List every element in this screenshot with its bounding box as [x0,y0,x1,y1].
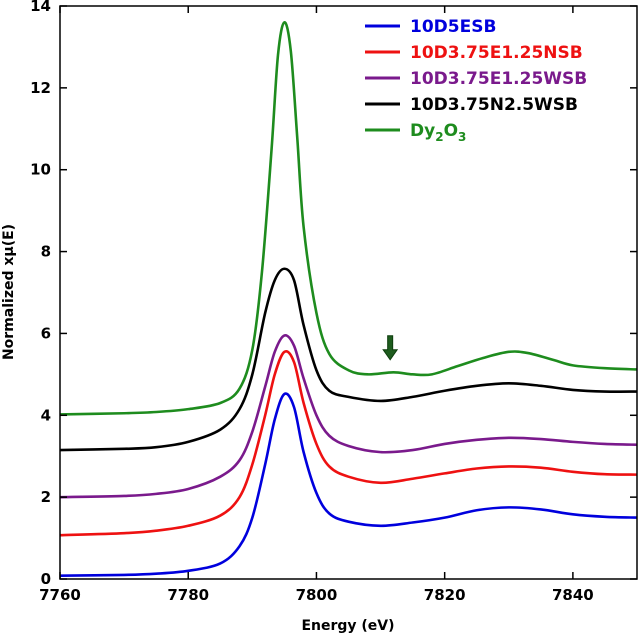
x-tick-label: 7840 [552,586,594,604]
legend-entry: 10D5ESB [365,17,496,37]
y-tick-label: 14 [30,0,51,15]
series-line-3 [59,334,638,499]
plot-area [60,6,637,579]
legend-label: Dy2O3 [410,121,466,144]
legend-entry: 10D3.75N2.5WSB [365,95,578,115]
legend-entry: 10D3.75E1.25WSB [365,69,587,89]
arrow-mark [382,335,399,361]
y-tick-label: 12 [30,79,51,97]
series-line-5 [59,21,638,416]
series-line-2 [59,350,638,537]
x-tick-label: 7800 [296,586,338,604]
y-tick-label: 0 [41,570,51,588]
annotation-arrow [382,335,399,361]
legend-label: 10D3.75E1.25NSB [410,43,583,63]
y-tick-label: 6 [41,324,51,342]
x-tick-label: 7760 [39,586,81,604]
legend-label: 10D5ESB [410,17,496,37]
legend-label: 10D3.75N2.5WSB [410,95,578,115]
y-tick-label: 10 [30,161,51,179]
x-tick-label: 7780 [167,586,209,604]
plot-frame [59,5,638,580]
y-axis: 0 2 4 6 8 10 12 14 [30,0,637,588]
legend-entry: 10D3.75E1.25NSB [365,43,583,63]
legend: 10D5ESB 10D3.75E1.25NSB 10D3.75E1.25WSB 10D… [365,17,587,144]
series-line-4 [59,267,638,452]
series-layer [59,21,638,578]
y-tick-label: 8 [41,243,51,261]
x-tick-label: 7820 [424,586,466,604]
y-tick-label: 4 [41,406,51,424]
y-tick-label: 2 [41,488,51,506]
legend-label: 10D3.75E1.25WSB [410,69,587,89]
y-axis-label: Normalized xμ(E) [1,224,17,360]
x-axis-label: Energy (eV) [301,618,394,634]
x-axis: 7760 7780 7800 7820 7840 [39,6,594,604]
legend-entry: Dy2O3 [365,121,466,144]
annotation-layer [382,335,399,361]
series-line-1 [59,392,638,578]
